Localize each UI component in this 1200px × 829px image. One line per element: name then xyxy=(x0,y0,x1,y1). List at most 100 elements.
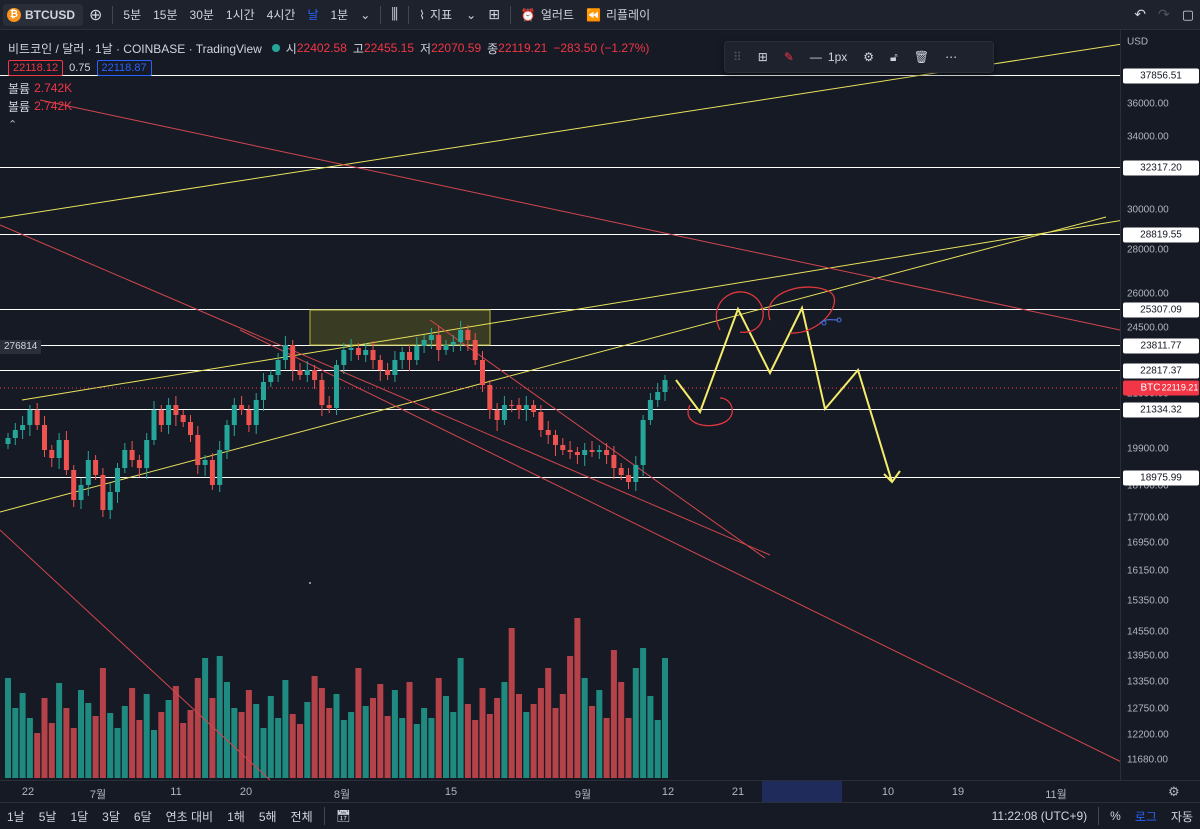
interval-4h[interactable]: 4시간 xyxy=(266,8,296,22)
candle-body xyxy=(348,348,354,350)
range-1d[interactable]: 1날 xyxy=(7,809,25,824)
lock-icon[interactable]: 🔓︎ xyxy=(890,49,898,64)
candle-body xyxy=(582,450,588,455)
range-1m[interactable]: 1달 xyxy=(70,809,89,824)
redo-icon[interactable]: ↷ xyxy=(1157,6,1170,22)
auto-toggle[interactable]: 자동 xyxy=(1170,809,1193,824)
chevron-down-icon[interactable]: ⌄ xyxy=(360,7,371,22)
candle-body xyxy=(392,360,398,375)
undo-icon[interactable]: ↶ xyxy=(1134,6,1146,22)
range-ytd[interactable]: 연초 대비 xyxy=(165,809,214,824)
candle-body xyxy=(122,450,128,468)
volume-bar xyxy=(5,678,11,778)
currency-label[interactable]: USD xyxy=(1127,36,1149,48)
lower-yellow-trendline[interactable] xyxy=(0,216,1107,513)
blue-doodle[interactable] xyxy=(819,319,839,324)
line-width-button[interactable]: — 1px xyxy=(802,41,855,73)
drag-handle-icon[interactable]: ⠿ xyxy=(733,50,742,64)
volume-bar xyxy=(428,718,435,778)
range-5y[interactable]: 5해 xyxy=(258,809,277,824)
low-value: 22070.59 xyxy=(431,41,482,55)
volume-label: 볼륨 xyxy=(8,81,31,96)
level-label[interactable]: 25307.09 xyxy=(1123,302,1199,317)
top-circle-right[interactable] xyxy=(768,286,836,334)
volume-bar xyxy=(202,658,209,778)
candle-body xyxy=(275,360,281,375)
percent-toggle[interactable]: % xyxy=(1110,809,1121,823)
fullscreen-icon[interactable]: ▢ xyxy=(1181,6,1194,22)
line-color-icon[interactable]: ✎ xyxy=(783,50,794,64)
candle-body xyxy=(428,335,434,340)
lower-left-red-line[interactable] xyxy=(0,529,271,780)
replay-button[interactable]: ⏪ 리플레이 xyxy=(580,0,656,30)
candle-body xyxy=(662,380,668,392)
collapse-legend-icon[interactable]: ⌃ xyxy=(8,118,18,131)
bid-price[interactable]: 22118.12 xyxy=(8,60,64,76)
projection-path[interactable] xyxy=(675,305,893,483)
clock[interactable]: 11:22:08 (UTC+9) xyxy=(991,809,1088,823)
volume-bar xyxy=(34,733,41,778)
interval-day[interactable]: 날 xyxy=(307,8,319,22)
range-all[interactable]: 전체 xyxy=(290,809,313,824)
symbol-label: BTCUSD xyxy=(25,7,75,22)
time-settings-icon[interactable]: ⚙ xyxy=(1168,784,1180,799)
legend-title[interactable]: 비트코인 / 달러 · 1날 · COINBASE · TradingView xyxy=(8,41,262,56)
level-label[interactable]: 18975.99 xyxy=(1123,470,1199,485)
chart-pane[interactable]: 276814 17 xyxy=(0,30,1120,780)
range-1y[interactable]: 1해 xyxy=(227,809,245,824)
level-label[interactable]: 21334.32 xyxy=(1123,402,1199,417)
volume-row: 볼륨 2.742K xyxy=(8,98,649,114)
close-label: 종 xyxy=(487,41,499,56)
interval-5m[interactable]: 5분 xyxy=(123,8,142,22)
candle-body xyxy=(239,405,245,410)
price-axis[interactable]: USD 36000.00 34000.00 30000.00 28000.00 2600… xyxy=(1120,30,1200,780)
wedge-inner-red-line[interactable] xyxy=(429,319,766,559)
interval-15m[interactable]: 15분 xyxy=(153,8,178,22)
level-label[interactable]: 28819.55 xyxy=(1123,227,1199,242)
volume-bar xyxy=(260,728,267,778)
interval-1m[interactable]: 1분 xyxy=(330,8,349,22)
log-toggle[interactable]: 로그 xyxy=(1134,809,1157,824)
more-icon[interactable]: ⋯ xyxy=(945,50,958,64)
top-circle-left[interactable] xyxy=(715,291,764,333)
chart-canvas[interactable] xyxy=(0,30,1120,780)
level-label[interactable]: 23811.77 xyxy=(1123,338,1199,353)
price-tick: 12750.00 xyxy=(1127,703,1169,715)
layout-grid-icon[interactable]: ⊞ xyxy=(488,6,500,22)
volume-bar xyxy=(603,718,610,778)
bottom-circle[interactable] xyxy=(687,397,733,427)
indicators-button[interactable]: ⌇ 지표 ⌄ xyxy=(413,0,482,30)
alert-button[interactable]: ⏰ 얼러트 xyxy=(515,0,580,30)
goto-date-icon[interactable]: 📅︎ xyxy=(335,809,351,823)
descending-red-trendline[interactable] xyxy=(39,99,1120,331)
interval-1h[interactable]: 1시간 xyxy=(225,8,255,22)
interval-30m[interactable]: 30분 xyxy=(189,8,214,22)
ask-price[interactable]: 22118.87 xyxy=(96,60,152,76)
candle-body xyxy=(282,345,288,360)
level-label[interactable]: 32317.20 xyxy=(1123,160,1199,175)
trash-icon[interactable]: 🗑︎ xyxy=(913,50,930,64)
wedge-lower-red-line[interactable] xyxy=(239,329,1120,775)
close-value: 22119.21 xyxy=(498,41,548,55)
range-6m[interactable]: 6달 xyxy=(133,809,152,824)
volume-bar xyxy=(384,716,391,778)
candle-body xyxy=(20,425,26,430)
candle-body xyxy=(231,405,237,425)
blue-doodle-dot xyxy=(821,320,827,326)
symbol-button[interactable]: ₿ BTCUSD xyxy=(3,3,83,26)
channel-yellow-trendline[interactable] xyxy=(21,216,1120,401)
candle-style-icon[interactable]: ⫼ xyxy=(391,6,399,23)
settings-gear-icon[interactable]: ⚙ xyxy=(863,50,875,64)
level-label[interactable]: 37856.51 xyxy=(1123,68,1199,83)
wedge-upper-red-line[interactable] xyxy=(0,224,771,556)
candle-body xyxy=(195,435,201,465)
horizontal-levels xyxy=(0,75,1120,478)
compare-button[interactable]: ⊕ xyxy=(89,6,103,24)
time-axis[interactable]: 227월11208월159월122110월101911월 ⚙ xyxy=(0,780,1200,802)
range-5d[interactable]: 5날 xyxy=(38,809,57,824)
time-label: 15 xyxy=(444,786,458,798)
template-icon[interactable]: ⊞ xyxy=(757,50,768,64)
level-label[interactable]: 22817.37 xyxy=(1123,363,1199,378)
candle-body xyxy=(100,475,106,510)
range-3m[interactable]: 3달 xyxy=(102,809,120,824)
